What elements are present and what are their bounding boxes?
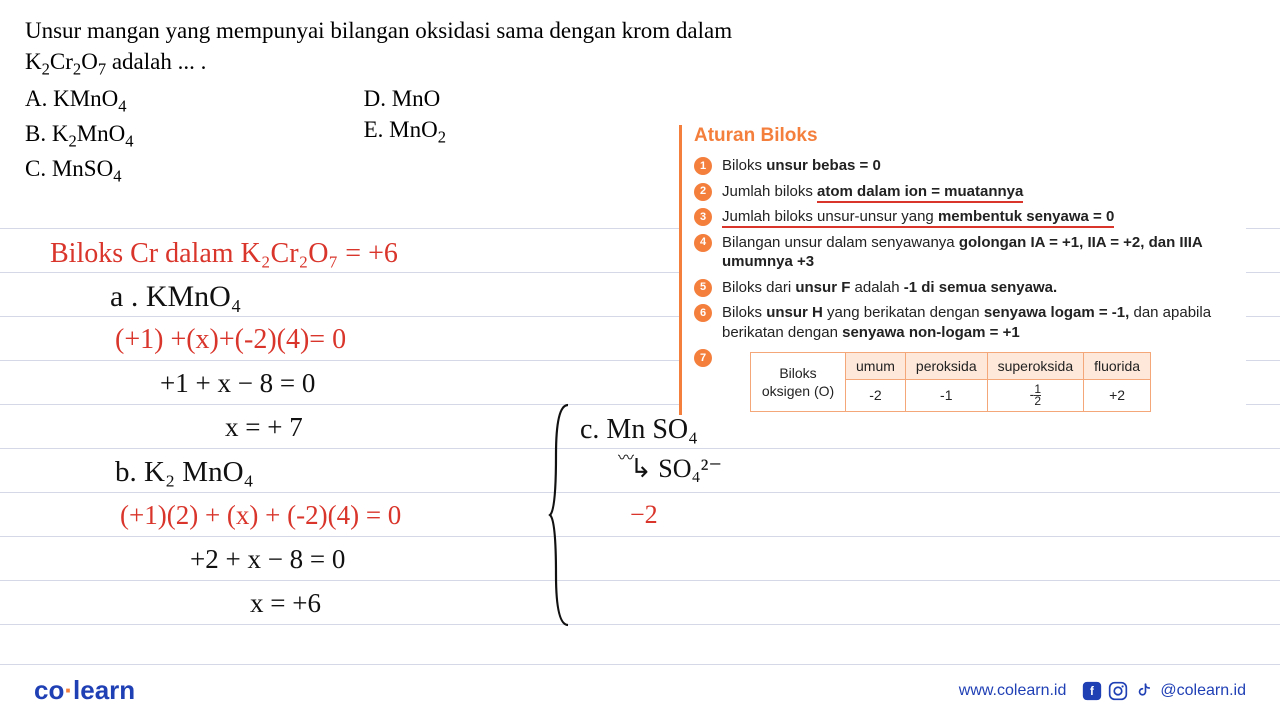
rules-panel: Aturan Biloks 1 Biloks unsur bebas = 0 2…	[679, 125, 1246, 415]
rule-5: 5 Biloks dari unsur F adalah -1 di semua…	[694, 275, 1246, 301]
tiktok-icon	[1134, 681, 1154, 701]
handwriting-a-eq1: (+1) +(x)+(-2)(4)= 0	[115, 324, 346, 356]
rule-7: 7 Biloks oksigen (O) umum peroksida supe…	[694, 345, 1246, 415]
svg-text:f: f	[1090, 685, 1094, 698]
handwriting-c-charge: −2	[630, 500, 658, 530]
guideline	[0, 664, 1280, 665]
badge-3-icon: 3	[694, 208, 712, 226]
handwriting-b-label: b. K₂ MnO₄	[115, 456, 254, 489]
option-b: B. K2MnO4	[25, 118, 134, 153]
logo: co·learn	[34, 675, 135, 706]
rule-6: 6 Biloks unsur H yang berikatan dengan s…	[694, 300, 1246, 345]
handwriting-a-label: a . KMnO₄	[110, 280, 241, 314]
rules-title: Aturan Biloks	[694, 125, 1246, 147]
badge-4-icon: 4	[694, 234, 712, 252]
table-h1: umum	[846, 353, 906, 380]
table-v1: -2	[846, 380, 906, 412]
table-h2: peroksida	[905, 353, 987, 380]
guideline	[0, 492, 1280, 493]
handwriting-b-result: x = +6	[250, 588, 321, 619]
rule-2-underline: atom dalam ion = muatannya	[817, 183, 1023, 203]
handwriting-c-label: c. Mn SO₄	[580, 414, 698, 446]
handwriting-b-eq2: +2 + x − 8 = 0	[190, 544, 345, 575]
handwriting-a-result: x = + 7	[225, 412, 303, 443]
options-col-1: A. KMnO4 B. K2MnO4 C. MnSO4	[25, 83, 134, 188]
footer-right: www.colearn.id f @colearn.id	[959, 681, 1246, 701]
guideline	[0, 448, 1280, 449]
facebook-icon: f	[1082, 681, 1102, 701]
question-line1: Unsur mangan yang mempunyai bilangan oks…	[25, 15, 1255, 46]
handwriting-c-so4: ↳ SO₄²⁻	[630, 454, 722, 484]
handwriting-b-eq1: (+1)(2) + (x) + (-2)(4) = 0	[120, 500, 401, 531]
handwriting-biloks-cr: Biloks Cr dalam K₂Cr₂O₇ = +6	[50, 238, 398, 270]
footer-url: www.colearn.id	[959, 682, 1067, 700]
table-v3: -12	[987, 380, 1084, 412]
option-e: E. MnO2	[364, 114, 446, 149]
footer: co·learn www.colearn.id f @colearn.id	[0, 675, 1280, 706]
option-d: D. MnO	[364, 83, 446, 114]
table-rowlabel: Biloks oksigen (O)	[751, 353, 846, 412]
question-line2: K2Cr2O7 adalah ... .	[25, 46, 1255, 81]
social-icons: f @colearn.id	[1082, 681, 1246, 701]
table-v4: +2	[1084, 380, 1151, 412]
badge-1-icon: 1	[694, 157, 712, 175]
badge-2-icon: 2	[694, 183, 712, 201]
page-root: Unsur mangan yang mempunyai bilangan oks…	[0, 0, 1280, 720]
guideline	[0, 624, 1280, 625]
rule-3: 3 Jumlah biloks unsur-unsur yang membent…	[694, 204, 1246, 230]
options-col-2: D. MnO E. MnO2	[364, 83, 446, 188]
option-a: A. KMnO4	[25, 83, 134, 118]
rule-1: 1 Biloks unsur bebas = 0	[694, 153, 1246, 179]
rule-3-underline: Jumlah biloks unsur-unsur yang membentuk…	[722, 208, 1114, 228]
footer-handle: @colearn.id	[1160, 682, 1246, 700]
badge-6-icon: 6	[694, 304, 712, 322]
badge-7-icon: 7	[694, 349, 712, 367]
badge-5-icon: 5	[694, 279, 712, 297]
option-c: C. MnSO4	[25, 153, 134, 188]
instagram-icon	[1108, 681, 1128, 701]
table-v2: -1	[905, 380, 987, 412]
oxygen-table: Biloks oksigen (O) umum peroksida supero…	[750, 352, 1151, 412]
handwriting-a-eq2: +1 + x − 8 = 0	[160, 368, 315, 399]
rule-4: 4 Bilangan unsur dalam senyawanya golong…	[694, 230, 1246, 275]
guideline	[0, 580, 1280, 581]
table-h3: superoksida	[987, 353, 1084, 380]
rule-2: 2 Jumlah biloks atom dalam ion = muatann…	[694, 179, 1246, 205]
curly-brace-icon	[548, 400, 578, 630]
table-h4: fluorida	[1084, 353, 1151, 380]
guideline	[0, 536, 1280, 537]
